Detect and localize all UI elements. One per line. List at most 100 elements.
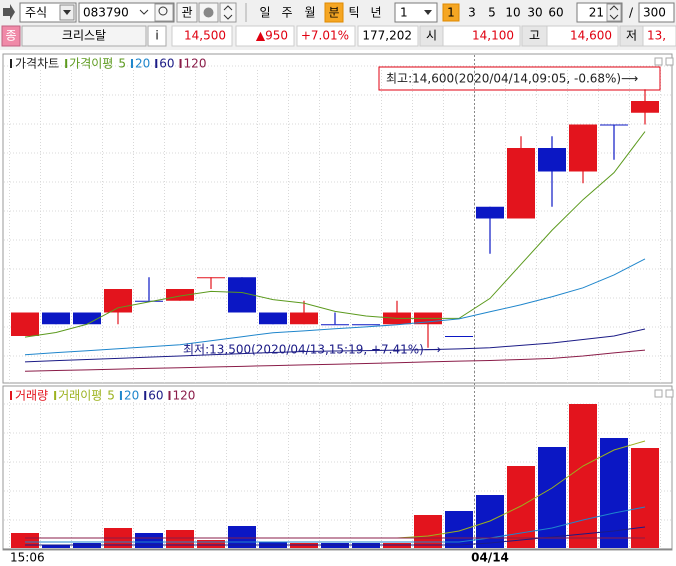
legend-entry: 120 [184,57,207,71]
code-text[interactable]: 083790 [83,6,129,20]
legend-title: 가격차트 [15,57,59,71]
volume-bar [11,533,39,548]
minute-tab[interactable]: 60 [548,6,563,20]
high-annotation-box [378,66,661,91]
quote-cell [296,25,356,47]
legend-entry: 20 [124,389,139,403]
minute-tab[interactable]: 30 [527,6,542,20]
period-tab[interactable]: 월 [304,6,315,20]
candle-body [569,124,597,172]
quote-change-rate: +7.01% [301,29,349,43]
legend-swatch [54,391,57,400]
quote-cell [171,25,233,47]
quote-cell [546,25,619,47]
quote-cell [442,25,521,47]
volume-bar [197,540,225,548]
candle-body [197,277,225,279]
period-tab[interactable]: 일 [259,6,270,20]
legend-swatch [65,59,68,68]
candle-body [476,206,504,219]
info-text[interactable]: i [155,29,158,43]
panel-button[interactable] [665,389,674,398]
panel-button[interactable] [665,57,674,66]
legend-entry: 5 [118,57,126,71]
bar-count-text[interactable]: 21 [589,6,604,20]
legend-entry: 120 [173,389,196,403]
stock-name[interactable] [21,25,147,47]
count-select-text[interactable]: 1 [400,6,408,20]
quote-open: 14,100 [472,29,514,43]
separator-text: / [629,6,634,20]
volume-bar [135,533,163,548]
code-chevron [139,9,149,15]
quote-cell [235,25,295,47]
market-select-text[interactable]: 주식 [25,6,47,20]
stock-name-text[interactable]: 크리스탈 [62,29,106,43]
legend-entry: 60 [159,57,174,71]
candle-body [290,312,318,325]
refresh-icon [203,7,214,18]
active-period[interactable] [324,2,344,23]
minute-tab[interactable]: 3 [468,6,476,20]
info-button[interactable] [147,25,167,47]
volume-bar [569,404,597,548]
quote-change: ▲950 [256,29,288,43]
moving-average-line [25,506,646,543]
minute-tab[interactable]: 10 [505,6,520,20]
spin-button[interactable] [219,2,237,23]
panel-button[interactable] [654,389,663,398]
volume-bar [414,515,442,548]
max-count-text[interactable]: 300 [643,6,666,20]
high-annotation: 최고:14,600(2020/04/14,09:05, -0.68%)⟶ [386,72,638,86]
legend-ma-title: 거래이평 [58,389,102,403]
period-tab[interactable]: 분 [328,6,339,20]
candle-body [259,312,287,325]
period-tab[interactable]: 틱 [348,6,359,20]
search-button[interactable] [154,3,174,22]
volume-bar [631,448,659,548]
volume-bar [507,466,535,548]
dropdown-arrow [63,10,71,15]
legend-swatch [144,391,147,400]
panel-button[interactable] [654,57,663,66]
moving-average-line [24,328,646,363]
quote-cell [357,25,419,47]
legend-swatch [119,391,122,400]
watch-text[interactable]: 관 [181,6,192,20]
candle-body [507,148,535,219]
spin-icon [223,5,233,20]
legend-swatch [10,59,12,68]
quote-high: 14,600 [570,29,612,43]
max-count-input[interactable] [638,2,675,23]
legend-swatch [179,59,182,68]
count-select[interactable] [394,2,438,23]
period-tab[interactable]: 년 [370,6,381,20]
x-tick-label: 15:06 [10,551,45,565]
x-tick-label: 04/14 [471,551,509,565]
volume-bar [42,545,70,548]
bar-count-spin[interactable] [606,3,622,22]
search-icon [158,6,168,16]
candle-body [166,289,194,301]
candle-body [11,312,39,336]
candle-body [321,324,349,326]
code-input[interactable] [78,2,175,23]
period-tab[interactable]: 주 [281,6,292,20]
moving-average-line [24,258,646,356]
candle-body [600,124,628,126]
quote-low: 13, [647,29,666,43]
quote-label: 고 [529,29,540,43]
legend-swatch [155,59,158,68]
badge-text: 종 [5,29,16,43]
price-panel [2,53,673,384]
badge [1,25,21,47]
minute-tab[interactable]: 5 [488,6,496,20]
quote-volume: 177,202 [362,29,412,43]
nav-icon[interactable] [3,4,15,20]
dropdown-arrow [424,10,432,15]
minute-tab[interactable]: 1 [447,6,455,20]
legend-swatch [168,391,171,400]
active-minute[interactable] [442,3,460,22]
watch-button[interactable] [176,2,198,23]
